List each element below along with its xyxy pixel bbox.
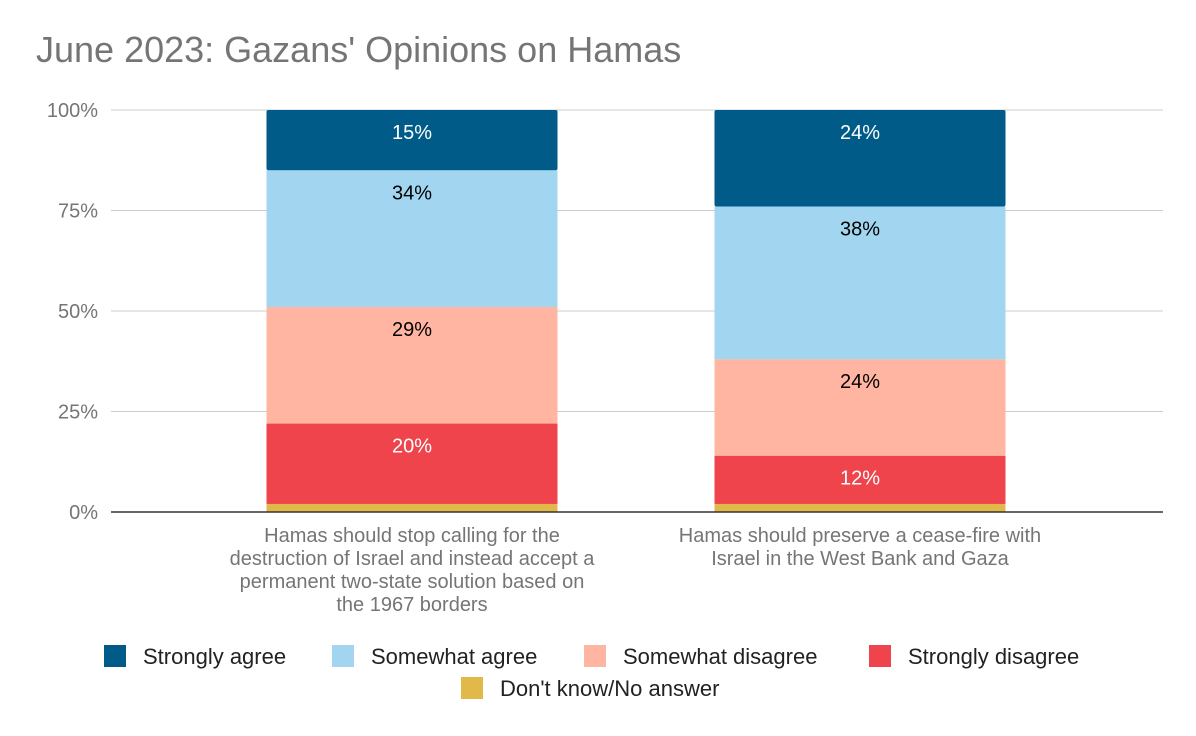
bar-segment <box>714 455 1006 504</box>
chart-title: June 2023: Gazans' Opinions on Hamas <box>36 29 681 70</box>
legend-label: Somewhat disagree <box>623 644 817 669</box>
data-label: 29% <box>392 319 432 341</box>
y-tick-label: 50% <box>58 301 98 323</box>
bar-segment <box>266 110 558 171</box>
legend-label: Don't know/No answer <box>500 676 719 701</box>
legend-swatch <box>869 645 891 667</box>
x-category-label: Hamas should preserve a cease-fire with <box>679 525 1041 547</box>
bar-segment <box>266 503 558 512</box>
data-label: 20% <box>392 436 432 458</box>
x-axis-categories: Hamas should stop calling for thedestruc… <box>230 525 1042 616</box>
legend-label: Strongly agree <box>143 644 286 669</box>
y-tick-label: 75% <box>58 201 98 223</box>
bar-segment <box>714 359 1006 456</box>
bar-segment <box>266 170 558 307</box>
y-tick-label: 25% <box>58 402 98 424</box>
legend-swatch <box>461 677 483 699</box>
legend-label: Somewhat agree <box>371 644 537 669</box>
y-tick-label: 100% <box>47 100 98 122</box>
legend-swatch <box>584 645 606 667</box>
x-category-label: Israel in the West Bank and Gaza <box>711 548 1009 570</box>
bar-segment <box>266 306 558 424</box>
y-axis-ticks: 0% 25% 50% 75% 100% <box>47 100 98 524</box>
legend-label: Strongly disagree <box>908 644 1079 669</box>
bar-segment <box>714 206 1006 360</box>
x-category-label: destruction of Israel and instead accept… <box>230 548 596 570</box>
bars: 20% 29% 34% 15% 12% 24% 38% 24% <box>266 110 1006 512</box>
data-label: 15% <box>392 122 432 144</box>
x-category-label: permanent two-state solution based on <box>240 571 585 593</box>
data-label: 24% <box>840 371 880 393</box>
data-label: 12% <box>840 468 880 490</box>
x-category-label: Hamas should stop calling for the <box>264 525 560 547</box>
legend: Strongly agree Somewhat agree Somewhat dis… <box>104 644 1079 701</box>
data-label: 34% <box>392 182 432 204</box>
bar-segment <box>266 423 558 504</box>
x-category-label: the 1967 borders <box>336 594 487 616</box>
y-tick-label: 0% <box>69 502 98 524</box>
bar-segment <box>714 110 1006 207</box>
bar-segment <box>714 503 1006 512</box>
legend-swatch <box>104 645 126 667</box>
legend-swatch <box>332 645 354 667</box>
data-label: 38% <box>840 218 880 240</box>
data-label: 24% <box>840 122 880 144</box>
